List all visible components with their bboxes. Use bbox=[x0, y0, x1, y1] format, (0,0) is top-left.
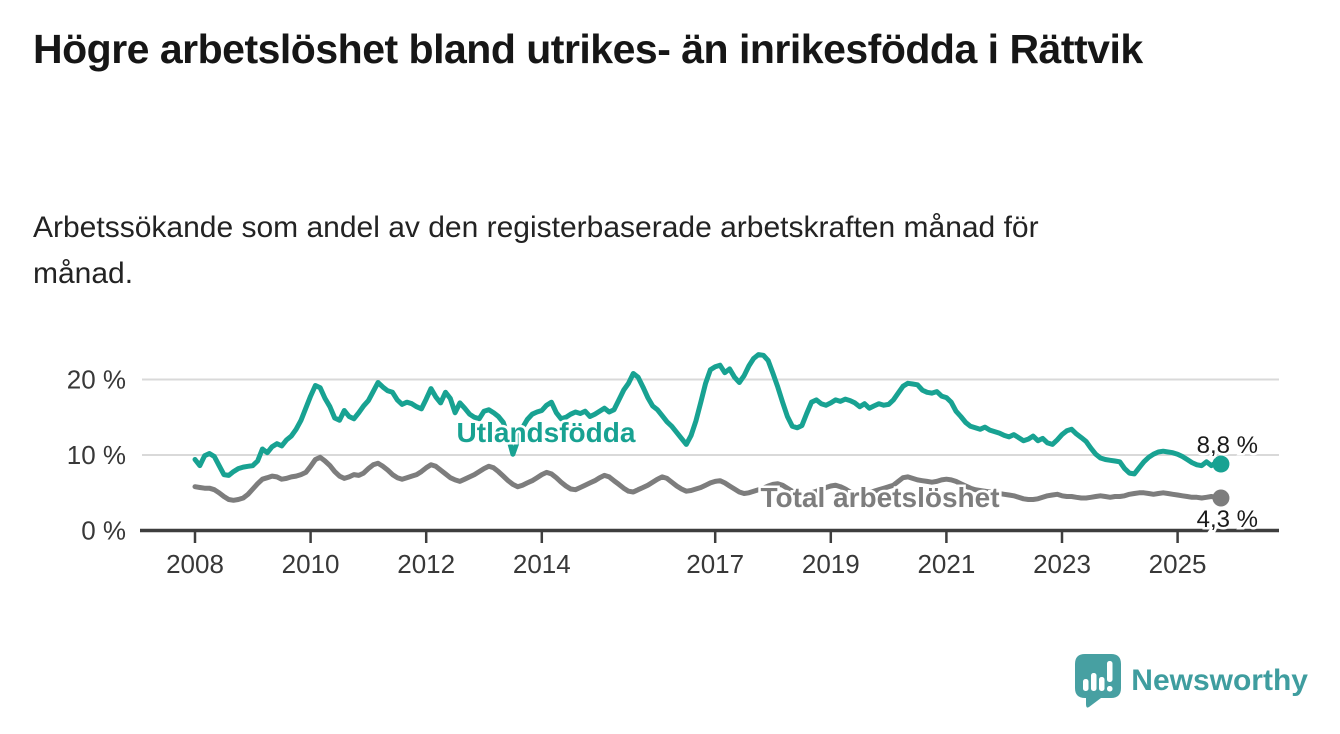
chart-title: Högre arbetslöshet bland utrikes- än inr… bbox=[33, 26, 1143, 72]
series-line-utlandsfodda bbox=[192, 352, 1224, 478]
x-tick-label-2021: 2021 bbox=[917, 549, 975, 579]
series-end-value-utlandsfodda: 8,8 % bbox=[1197, 432, 1258, 459]
newsworthy-logo-icon bbox=[1075, 654, 1122, 708]
x-tick-label-2008: 2008 bbox=[166, 549, 224, 579]
x-tick-label-2014: 2014 bbox=[513, 549, 571, 579]
x-tick-label-2017: 2017 bbox=[686, 549, 744, 579]
y-tick-label-20: 20 % bbox=[67, 365, 126, 395]
series-end-dot-utlandsfodda bbox=[1212, 455, 1230, 473]
series-line-total-arbetsloshet bbox=[192, 454, 1224, 503]
x-tick-label-2025: 2025 bbox=[1149, 549, 1207, 579]
y-tick-label-0: 0 % bbox=[81, 516, 126, 546]
series-label-total-arbetsloshet: Total arbetslöshet bbox=[760, 482, 999, 513]
line-chart: 2008 2010 2012 2014 2017 2019 2021 2023 2025 0 % 1… bbox=[67, 352, 1279, 579]
x-tick-label-2023: 2023 bbox=[1033, 549, 1091, 579]
y-tick-label-10: 10 % bbox=[67, 440, 126, 470]
chart-subtitle: Arbetssökande som andel av den registerb… bbox=[33, 211, 1039, 290]
newsworthy-logo-text: Newsworthy bbox=[1131, 664, 1308, 697]
series-end-value-total-arbetsloshet: 4,3 % bbox=[1197, 506, 1258, 533]
series-label-utlandsfodda: Utlandsfödda bbox=[457, 417, 636, 448]
x-tick-label-2012: 2012 bbox=[397, 549, 455, 579]
x-tick-label-2019: 2019 bbox=[802, 549, 860, 579]
series-end-dot-total-arbetsloshet bbox=[1212, 489, 1230, 507]
x-tick-label-2010: 2010 bbox=[282, 549, 340, 579]
newsworthy-logo: Newsworthy bbox=[1075, 654, 1308, 708]
